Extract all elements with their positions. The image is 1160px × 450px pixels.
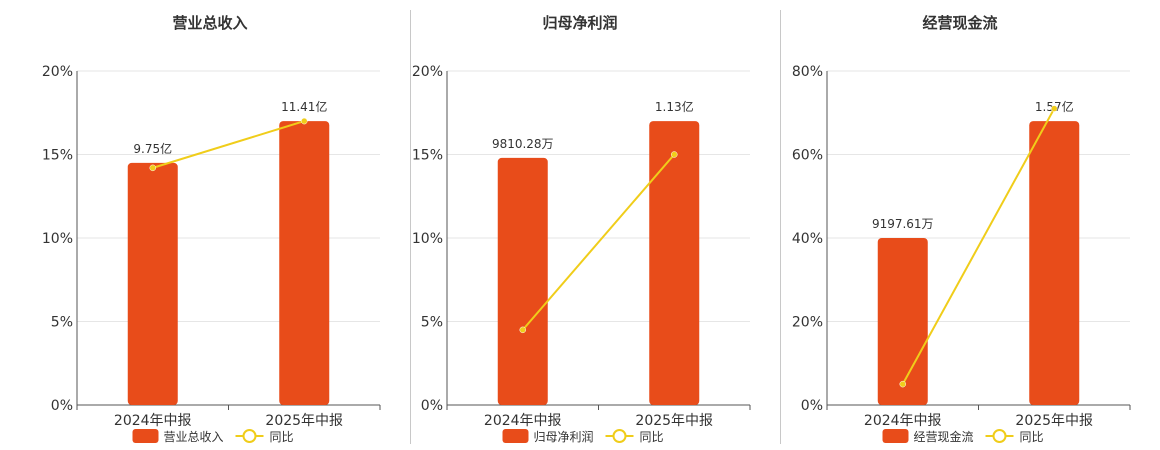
yoy-point — [1051, 105, 1058, 112]
legend-label-line: 同比 — [270, 430, 294, 444]
yoy-line — [521, 153, 676, 331]
x-tick-label: 2024年中报 — [864, 413, 942, 429]
bar — [1029, 121, 1080, 405]
chart-title-revenue: 营业总收入 — [172, 14, 248, 32]
yoy-point — [301, 117, 308, 125]
y-tick-label: 15% — [42, 148, 73, 164]
y-tick-label: 0% — [801, 398, 823, 414]
bar — [279, 121, 330, 405]
y-tick-label: 80% — [792, 64, 823, 80]
legend-label-bar: 归母净利润 — [534, 430, 594, 444]
y-tick-label: 20% — [792, 315, 823, 331]
x-tick-label: 2024年中报 — [484, 413, 562, 429]
legend-label-line: 同比 — [640, 430, 664, 444]
x-tick-label: 2024年中报 — [114, 413, 192, 429]
yoy-line — [152, 120, 305, 169]
x-tick-label: 2025年中报 — [1015, 413, 1093, 429]
legend-swatch-marker — [612, 429, 627, 443]
legend-swatch-bar — [502, 429, 529, 443]
legend-swatch-marker — [242, 429, 257, 443]
y-tick-label: 0% — [51, 398, 73, 414]
bar — [127, 162, 178, 405]
bar — [877, 238, 928, 405]
y-tick-label: 40% — [792, 231, 823, 247]
y-tick-label: 20% — [42, 64, 73, 80]
x-tick-label: 2025年中报 — [265, 413, 343, 429]
y-tick-label: 5% — [51, 315, 73, 331]
yoy-point — [899, 380, 906, 388]
legend-label-line: 同比 — [1020, 430, 1044, 444]
y-tick-label: 60% — [792, 148, 823, 164]
yoy-point — [519, 326, 526, 334]
y-tick-label: 10% — [42, 231, 73, 247]
panel-divider — [780, 10, 781, 444]
yoy-point — [671, 151, 678, 158]
chart-title-cash-flow: 经营现金流 — [922, 14, 998, 32]
yoy-point — [149, 164, 156, 172]
panel-divider — [410, 10, 411, 444]
y-tick-label: 10% — [412, 231, 443, 247]
bar-value-label: 11.41亿 — [281, 99, 327, 114]
bar-value-label: 9810.28万 — [492, 137, 554, 151]
chart-title-net-profit: 归母净利润 — [542, 14, 618, 32]
y-tick-label: 15% — [412, 148, 443, 164]
legend-swatch-bar — [882, 429, 909, 443]
y-tick-label: 0% — [421, 398, 443, 414]
y-tick-label: 20% — [412, 64, 443, 80]
bar — [497, 157, 548, 405]
legend-swatch-bar — [132, 429, 159, 443]
legend-label-bar: 营业总收入 — [164, 430, 224, 444]
bar-value-label: 1.13亿 — [655, 99, 694, 114]
bar-value-label: 9197.61万 — [872, 217, 934, 231]
legend-label-bar: 经营现金流 — [914, 429, 974, 444]
bar — [649, 121, 700, 405]
legend-swatch-marker — [992, 429, 1007, 443]
y-tick-label: 5% — [421, 315, 443, 331]
yoy-line — [901, 108, 1056, 385]
bar-value-label: 9.75亿 — [133, 141, 172, 156]
x-tick-label: 2025年中报 — [635, 413, 713, 429]
